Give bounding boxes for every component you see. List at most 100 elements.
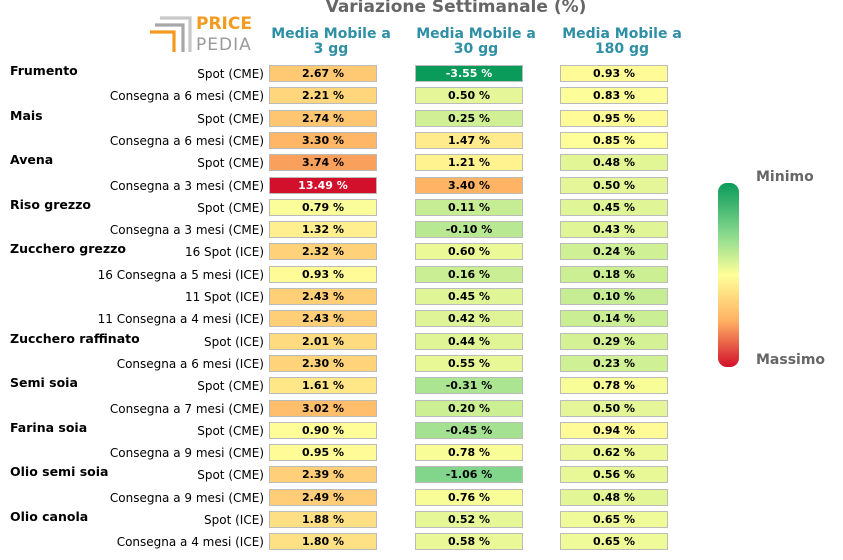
chart-title: Variazione Settimanale (%) bbox=[325, 0, 587, 17]
contract-label: Consegna a 3 mesi (CME) bbox=[109, 178, 264, 193]
heatmap-cell: 0.79 % bbox=[269, 198, 377, 216]
contract-label: Spot (CME) bbox=[197, 111, 264, 126]
heatmap-cell: -0.10 % bbox=[415, 221, 523, 239]
heatmap-cell: 3.74 % bbox=[269, 154, 377, 172]
heatmap-cell: 0.44 % bbox=[415, 332, 523, 350]
commodity-label: Olio semi soia bbox=[10, 464, 109, 480]
contract-label: 11 Consegna a 4 mesi (ICE) bbox=[97, 312, 264, 327]
heatmap-cell: 0.45 % bbox=[560, 198, 668, 216]
heatmap-cell: 0.14 % bbox=[560, 310, 668, 328]
heatmap-cell: -3.55 % bbox=[415, 65, 523, 82]
heatmap-cell: 0.20 % bbox=[415, 399, 523, 417]
commodity-label: Zucchero raffinato bbox=[10, 330, 140, 346]
contract-label: Spot (CME) bbox=[197, 200, 264, 215]
heatmap-cell: 0.25 % bbox=[415, 109, 523, 127]
heatmap-cell: 0.29 % bbox=[560, 332, 668, 350]
heatmap-cell: 2.30 % bbox=[269, 354, 377, 372]
contract-label: 16 Spot (ICE) bbox=[184, 245, 264, 260]
heatmap-cell: 0.95 % bbox=[560, 109, 668, 127]
heatmap-cell: -0.31 % bbox=[415, 377, 523, 395]
heatmap-cell: 2.43 % bbox=[269, 310, 377, 328]
heatmap-cell: 1.21 % bbox=[415, 154, 523, 172]
contract-label: Consegna a 9 mesi (CME) bbox=[109, 490, 264, 505]
pricepedia-logo: PRICE PEDIA bbox=[150, 14, 252, 54]
contract-label: Spot (ICE) bbox=[204, 334, 264, 349]
column-header-30gg: Media Mobile a 30 gg bbox=[416, 26, 536, 57]
heatmap-cell: 0.42 % bbox=[415, 310, 523, 328]
heatmap-cell: 0.50 % bbox=[560, 399, 668, 417]
contract-label: Spot (CME) bbox=[197, 156, 264, 171]
heatmap-cell: 0.50 % bbox=[415, 87, 523, 105]
heatmap-cell: 13.49 % bbox=[269, 176, 377, 194]
heatmap-cell: 0.56 % bbox=[560, 466, 668, 484]
heatmap-cell: 0.43 % bbox=[560, 221, 668, 239]
heatmap-cell: 0.76 % bbox=[415, 488, 523, 506]
heatmap-cell: 0.62 % bbox=[560, 444, 668, 462]
heatmap-cell: 0.10 % bbox=[560, 288, 668, 305]
heatmap-cell: 0.93 % bbox=[269, 265, 377, 283]
heatmap-cell: 0.50 % bbox=[560, 176, 668, 194]
commodity-label: Avena bbox=[10, 152, 54, 168]
contract-label: Spot (CME) bbox=[197, 379, 264, 394]
heatmap-cell: 0.48 % bbox=[560, 154, 668, 172]
column-header-180gg: Media Mobile a 180 gg bbox=[562, 26, 682, 57]
heatmap-cell: 2.39 % bbox=[269, 466, 377, 484]
contract-label: Consegna a 9 mesi (CME) bbox=[109, 446, 264, 461]
heatmap-cell: 0.65 % bbox=[560, 511, 668, 528]
contract-label: Spot (CME) bbox=[197, 423, 264, 438]
contract-label: 16 Consegna a 5 mesi (ICE) bbox=[97, 267, 264, 282]
logo-word-pedia: PEDIA bbox=[196, 35, 252, 54]
legend-max-label: Massimo bbox=[756, 352, 826, 368]
commodity-label: Riso grezzo bbox=[10, 196, 92, 212]
commodity-label: Farina soia bbox=[10, 419, 88, 435]
heatmap-cell: 3.30 % bbox=[269, 131, 377, 149]
heatmap-cell: 0.78 % bbox=[560, 377, 668, 395]
heatmap-cell: 0.65 % bbox=[560, 533, 668, 551]
heatmap-cell: 0.94 % bbox=[560, 421, 668, 439]
heatmap-cell: 2.32 % bbox=[269, 243, 377, 261]
heatmap-cell: 0.83 % bbox=[560, 87, 668, 105]
commodity-label: Frumento bbox=[10, 63, 78, 78]
contract-label: Spot (CME) bbox=[197, 67, 264, 81]
logo-word-price: PRICE bbox=[196, 14, 252, 34]
commodity-label: Olio canola bbox=[10, 509, 89, 524]
heatmap-cell: 0.95 % bbox=[269, 444, 377, 462]
heatmap-cell: 0.55 % bbox=[415, 354, 523, 372]
heatmap-cell: 0.45 % bbox=[415, 288, 523, 305]
heatmap-cell: 2.67 % bbox=[269, 65, 377, 82]
heatmap-cell: 1.61 % bbox=[269, 377, 377, 395]
heatmap-cell: 0.60 % bbox=[415, 243, 523, 261]
heatmap-cell: 0.85 % bbox=[560, 131, 668, 149]
heatmap-cell: 0.18 % bbox=[560, 265, 668, 283]
commodity-label: Zucchero grezzo bbox=[10, 241, 126, 257]
heatmap-cell: 2.01 % bbox=[269, 332, 377, 350]
heatmap-cell: 1.32 % bbox=[269, 221, 377, 239]
heatmap-cell: 3.02 % bbox=[269, 399, 377, 417]
heatmap-cell: 0.58 % bbox=[415, 533, 523, 551]
contract-label: Consegna a 6 mesi (CME) bbox=[109, 89, 264, 104]
heatmap-cell: 2.43 % bbox=[269, 288, 377, 305]
heatmap-cell: 0.78 % bbox=[415, 444, 523, 462]
heatmap-cell: 1.88 % bbox=[269, 511, 377, 528]
contract-label: Consegna a 4 mesi (ICE) bbox=[116, 535, 264, 550]
heatmap-cell: 0.24 % bbox=[560, 243, 668, 261]
heatmap-cell: 1.80 % bbox=[269, 533, 377, 551]
legend-min-label: Minimo bbox=[756, 169, 814, 185]
heatmap-cell: 0.16 % bbox=[415, 265, 523, 283]
heatmap-cell: 3.40 % bbox=[415, 176, 523, 194]
heatmap-cell: -0.45 % bbox=[415, 421, 523, 439]
commodity-label: Semi soia bbox=[10, 375, 78, 391]
contract-label: 11 Spot (ICE) bbox=[184, 290, 264, 304]
heatmap-cell: 1.47 % bbox=[415, 131, 523, 149]
heatmap-cell: 0.11 % bbox=[415, 198, 523, 216]
contract-label: Spot (CME) bbox=[197, 468, 264, 483]
contract-label: Consegna a 3 mesi (CME) bbox=[109, 223, 264, 238]
heatmap-cell: 2.49 % bbox=[269, 488, 377, 506]
heatmap-cell: 2.21 % bbox=[269, 87, 377, 105]
contract-label: Consegna a 7 mesi (CME) bbox=[109, 401, 264, 416]
heatmap-cell: 0.93 % bbox=[560, 65, 668, 82]
heatmap-cell: 0.90 % bbox=[269, 421, 377, 439]
heatmap-cell: 0.52 % bbox=[415, 511, 523, 528]
contract-label: Consegna a 6 mesi (CME) bbox=[109, 133, 264, 148]
